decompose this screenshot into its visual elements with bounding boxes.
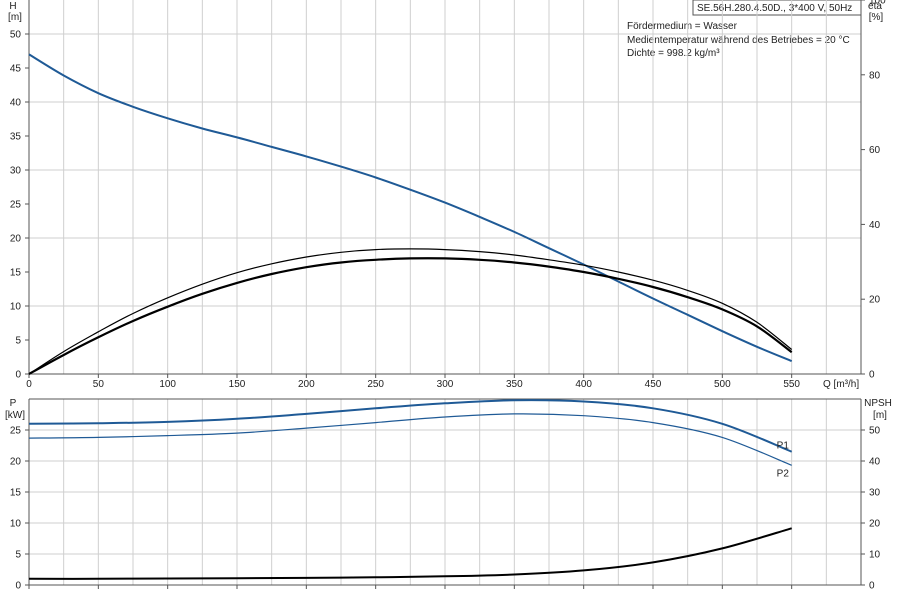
left-tick-label: 20 [10, 234, 22, 245]
right-tick-label: 20 [869, 519, 881, 530]
x-tick-label: 500 [714, 379, 731, 390]
model-label: SE.56H.280.4.50D., 3*400 V, 50Hz [697, 3, 852, 14]
left-tick-label: 50 [10, 30, 22, 41]
temperature-label: Medientemperatur während des Betriebes =… [627, 35, 850, 46]
left-tick-label: 15 [10, 268, 22, 279]
curve-0-2-series-line [28, 257, 793, 375]
p1-series-label: P1 [777, 441, 790, 452]
left-axis-unit: [m] [8, 12, 22, 23]
medium-label: Fördermedium = Wasser [627, 21, 738, 32]
npsh-series-line [28, 527, 792, 580]
right-tick-label: 60 [869, 145, 881, 156]
right-tick-label: 40 [869, 220, 881, 231]
left-tick-label: 10 [10, 519, 22, 530]
density-label: Dichte = 998.2 kg/m³ [627, 48, 720, 59]
right-axis-unit: [m] [873, 410, 887, 421]
right-tick-label: 100 [869, 0, 886, 7]
right-tick-label: 10 [869, 550, 881, 561]
right-tick-label: 0 [869, 370, 875, 381]
right-tick-label: 80 [869, 70, 881, 81]
right-axis-label: eta [868, 1, 882, 12]
x-tick-label: 300 [437, 379, 454, 390]
left-tick-label: 35 [10, 132, 22, 143]
x-tick-label: 350 [506, 379, 523, 390]
p1-series-line [28, 399, 793, 453]
left-axis-label: H [9, 1, 16, 12]
left-tick-label: 0 [15, 581, 21, 592]
left-tick-label: 25 [10, 426, 22, 437]
right-axis-label: NPSH [864, 398, 892, 409]
left-tick-label: 10 [10, 302, 22, 313]
right-tick-label: 0 [869, 581, 875, 592]
power-npsh-panel: 0 5 10 15 20 25 0 10 20 30 40 50 P[kW] NPSH[m] P1 P2 [5, 398, 892, 592]
left-tick-label: 40 [10, 98, 22, 109]
left-axis-label: P [10, 398, 17, 409]
x-tick-label: 250 [367, 379, 384, 390]
left-axis-unit: [kW] [5, 410, 25, 421]
p2-series-label: P2 [777, 468, 790, 479]
x-tick-label: 450 [645, 379, 662, 390]
x-axis-label: Q [m³/h] [823, 379, 859, 390]
curve-0-1-series-line [28, 248, 793, 375]
x-tick-label: 100 [159, 379, 176, 390]
right-axis-unit: [%] [869, 12, 884, 23]
x-tick-label: 200 [298, 379, 315, 390]
x-tick-label: 0 [26, 379, 32, 390]
right-tick-label: 40 [869, 457, 881, 468]
left-tick-label: 25 [10, 200, 22, 211]
left-tick-label: 5 [15, 336, 21, 347]
x-tick-label: 550 [783, 379, 800, 390]
right-tick-label: 20 [869, 295, 881, 306]
x-tick-label: 400 [575, 379, 592, 390]
curve-0-0-series-line [28, 53, 793, 363]
left-tick-label: 20 [10, 457, 22, 468]
left-tick-label: 45 [10, 64, 22, 75]
left-tick-label: 5 [15, 550, 21, 561]
x-tick-label: 50 [93, 379, 105, 390]
right-tick-label: 30 [869, 488, 881, 499]
right-tick-label: 50 [869, 426, 881, 437]
left-tick-label: 0 [15, 370, 21, 381]
x-tick-label: 150 [229, 379, 246, 390]
left-tick-label: 15 [10, 488, 22, 499]
p2-series-line [28, 413, 792, 466]
left-tick-label: 30 [10, 166, 22, 177]
